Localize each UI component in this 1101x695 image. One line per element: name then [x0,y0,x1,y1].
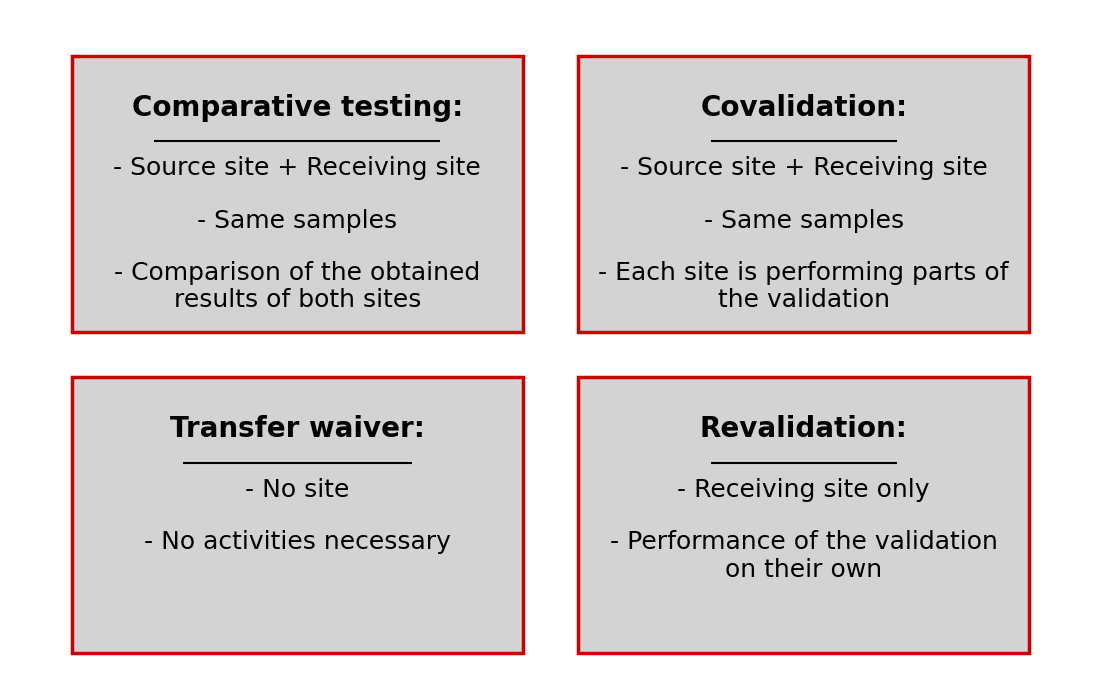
Text: - Receiving site only: - Receiving site only [677,478,930,502]
Text: - Source site + Receiving site: - Source site + Receiving site [113,156,481,181]
Text: Revalidation:: Revalidation: [700,416,907,443]
Text: - No site: - No site [246,478,349,502]
Text: Covalidation:: Covalidation: [700,94,907,122]
Text: - Source site + Receiving site: - Source site + Receiving site [620,156,988,181]
Text: Transfer waiver:: Transfer waiver: [170,416,425,443]
Text: - Same samples: - Same samples [197,208,397,233]
FancyBboxPatch shape [72,377,523,653]
FancyBboxPatch shape [578,377,1029,653]
Text: Comparative testing:: Comparative testing: [132,94,462,122]
Text: - No activities necessary: - No activities necessary [144,530,450,554]
FancyBboxPatch shape [72,56,523,332]
FancyBboxPatch shape [578,56,1029,332]
Text: - Performance of the validation
on their own: - Performance of the validation on their… [610,530,998,582]
Text: - Each site is performing parts of
the validation: - Each site is performing parts of the v… [599,261,1009,313]
Text: - Comparison of the obtained
results of both sites: - Comparison of the obtained results of … [115,261,480,313]
Text: - Same samples: - Same samples [704,208,904,233]
